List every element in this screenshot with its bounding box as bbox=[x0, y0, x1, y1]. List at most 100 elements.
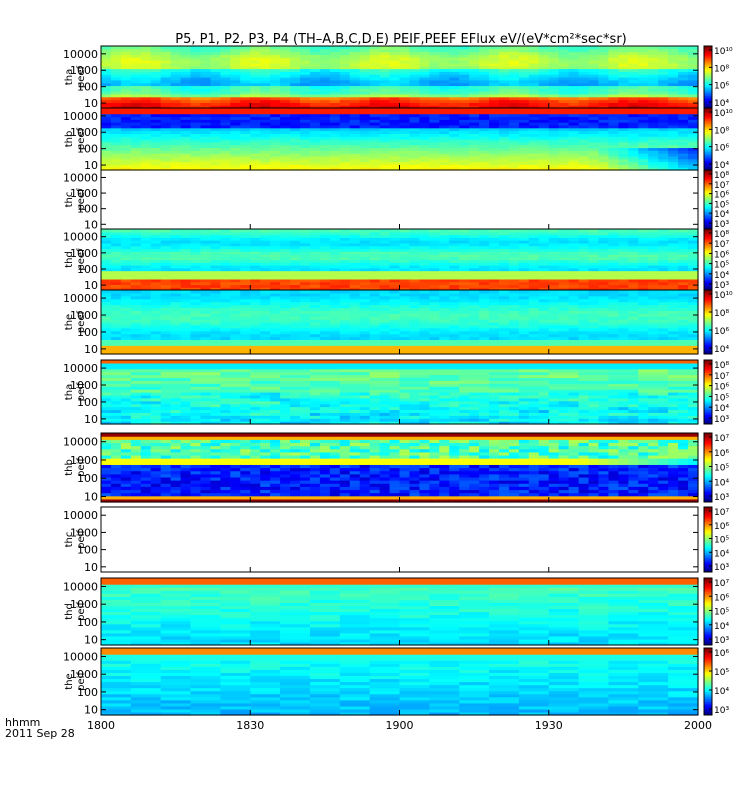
spectrogram-cell bbox=[489, 46, 500, 50]
spectrogram-cell bbox=[210, 292, 221, 297]
spectrogram-cell bbox=[150, 327, 162, 332]
spectrogram-cell bbox=[369, 65, 381, 70]
spectrogram-cell bbox=[528, 62, 540, 67]
spectrogram-cell bbox=[419, 136, 430, 140]
spectrogram-cell bbox=[140, 71, 152, 75]
spectrogram-cell bbox=[399, 46, 411, 50]
spectrogram-cell bbox=[598, 161, 610, 165]
spectrogram-cell bbox=[429, 270, 440, 274]
spectrogram-cell bbox=[230, 77, 241, 81]
spectrogram-cell bbox=[469, 158, 480, 163]
spectrogram-cell bbox=[170, 147, 182, 151]
spectrogram-cell bbox=[598, 237, 610, 241]
spectrogram-cell bbox=[210, 136, 221, 140]
spectrogram-cell bbox=[220, 304, 231, 309]
spectrogram-cell bbox=[349, 281, 361, 286]
spectrogram-cell bbox=[538, 122, 550, 126]
spectrogram-cell bbox=[409, 133, 420, 137]
spectrogram-cell bbox=[120, 54, 132, 58]
spectrogram-cell bbox=[429, 127, 440, 132]
spectrogram-cell bbox=[409, 68, 420, 72]
spectrogram-cell bbox=[329, 237, 341, 241]
spectrogram-cell bbox=[429, 85, 440, 89]
spectrogram-cell bbox=[558, 79, 570, 84]
colorbar-step bbox=[704, 250, 712, 253]
spectrogram-cell bbox=[379, 60, 391, 64]
spectrogram-cell bbox=[110, 245, 122, 250]
spectrogram-cell bbox=[419, 77, 430, 81]
spectrogram-cell bbox=[270, 242, 281, 247]
spectrogram-cell bbox=[170, 113, 182, 118]
spectrogram-cell bbox=[439, 108, 450, 112]
spectrogram-cell bbox=[220, 124, 231, 129]
spectrogram-cell bbox=[568, 122, 580, 126]
spectrogram-cell bbox=[359, 105, 371, 109]
spectrogram-cell bbox=[190, 77, 202, 81]
spectrogram-cell bbox=[429, 301, 440, 306]
spectrogram-cell bbox=[270, 251, 281, 255]
spectrogram-cell bbox=[518, 164, 530, 168]
spectrogram-cell bbox=[110, 85, 122, 89]
spectrogram-cell bbox=[678, 141, 689, 146]
spectrogram-cell bbox=[538, 139, 550, 143]
spectrogram-cell bbox=[140, 348, 152, 352]
spectrogram-cell bbox=[160, 231, 172, 236]
spectrogram-cell bbox=[499, 93, 510, 98]
spectrogram-cell bbox=[200, 127, 212, 132]
spectrogram-cell bbox=[190, 150, 202, 154]
spectrogram-cell bbox=[538, 48, 550, 53]
spectrogram-cell bbox=[120, 153, 132, 157]
spectrogram-cell bbox=[101, 298, 112, 303]
spectrogram-cell bbox=[280, 99, 291, 103]
spectrogram-cell bbox=[240, 322, 251, 326]
spectrogram-cell bbox=[290, 85, 301, 89]
colorbar-step bbox=[704, 232, 712, 235]
spectrogram-cell bbox=[628, 256, 639, 261]
colorbar-step bbox=[704, 156, 712, 159]
spectrogram-cell bbox=[459, 240, 470, 244]
spectrogram-cell bbox=[180, 284, 192, 288]
spectrogram-cell bbox=[339, 48, 351, 53]
spectrogram-cell bbox=[230, 51, 241, 56]
spectrogram-cell bbox=[270, 284, 281, 288]
spectrogram-cell bbox=[419, 113, 430, 118]
spectrogram-cell bbox=[270, 46, 281, 50]
spectrogram-cell bbox=[101, 110, 112, 115]
spectrogram-cell bbox=[210, 51, 221, 56]
spectrogram-cell bbox=[469, 93, 480, 98]
spectrogram-cell bbox=[110, 310, 122, 314]
spectrogram-cell bbox=[628, 116, 639, 120]
spectrogram-cell bbox=[568, 127, 580, 132]
spectrogram-cell bbox=[688, 240, 699, 244]
spectrogram-cell bbox=[499, 48, 510, 53]
spectrogram-cell bbox=[250, 130, 261, 134]
spectrogram-cell bbox=[389, 158, 401, 163]
spectrogram-cell bbox=[479, 82, 490, 87]
spectrogram-cell bbox=[270, 167, 281, 171]
spectrogram-cell bbox=[210, 245, 221, 250]
spectrogram-cell bbox=[349, 161, 361, 165]
spectrogram-cell bbox=[648, 245, 659, 250]
spectrogram-cell bbox=[210, 262, 221, 266]
spectrogram-cell bbox=[399, 108, 411, 112]
spectrogram-cell bbox=[548, 99, 560, 103]
spectrogram-cell bbox=[538, 51, 550, 56]
spectrogram-cell bbox=[329, 74, 341, 78]
spectrogram-cell bbox=[329, 307, 341, 311]
spectrogram-cell bbox=[489, 164, 500, 168]
spectrogram-cell bbox=[230, 155, 241, 160]
spectrogram-cell bbox=[230, 262, 241, 266]
spectrogram-cell bbox=[349, 259, 361, 263]
spectrogram-cell bbox=[459, 57, 470, 61]
spectrogram-cell bbox=[130, 91, 142, 95]
spectrogram-cell bbox=[449, 259, 460, 263]
spectrogram-cell bbox=[319, 267, 331, 272]
spectrogram-cell bbox=[658, 116, 669, 120]
spectrogram-cell bbox=[479, 256, 490, 261]
spectrogram-cell bbox=[548, 144, 560, 149]
spectrogram-cell bbox=[608, 245, 619, 250]
spectrogram-cell bbox=[379, 99, 391, 103]
spectrogram-cell bbox=[608, 130, 619, 134]
colorbar-step bbox=[704, 233, 712, 236]
spectrogram-cell bbox=[101, 240, 112, 244]
